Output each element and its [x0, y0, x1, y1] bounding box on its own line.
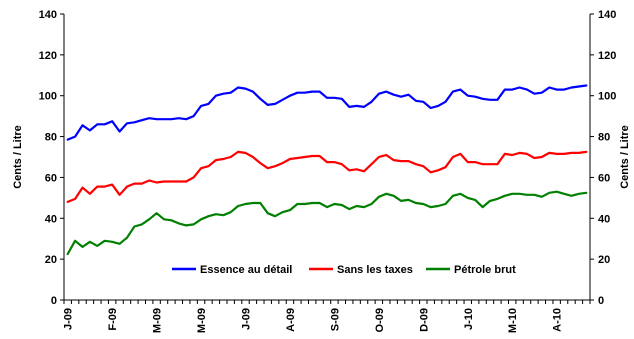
y-tick-label-left: 120 [39, 50, 57, 62]
x-tick-label: D-09 [418, 308, 430, 332]
x-tick-label: M-09 [196, 308, 208, 333]
y-tick-label-right: 140 [598, 9, 616, 21]
y-axis-left: 0 20 40 60 80 100 120 140 [39, 9, 64, 307]
x-tick-label: A-09 [285, 308, 297, 332]
legend-item-petrole: Pétrole brut [426, 264, 516, 276]
series-line-0 [66, 84, 588, 141]
y-tick-label-right: 60 [598, 172, 610, 184]
y-axis-right: 0 20 40 60 80 100 120 140 [590, 9, 616, 307]
y-tick-label-right: 0 [598, 295, 604, 307]
y-tick-label-left: 0 [51, 295, 57, 307]
plot-frame [63, 14, 591, 301]
legend-label-petrole: Pétrole brut [454, 264, 516, 276]
y-tick-label-left: 80 [45, 132, 57, 144]
y-tick-label-left: 40 [45, 213, 57, 225]
legend-item-sans-taxes: Sans les taxes [309, 264, 413, 276]
x-tick-label: J-09 [241, 308, 253, 330]
legend-label-essence: Essence au détail [200, 264, 292, 276]
x-tick-label: J-10 [463, 308, 475, 330]
y-axis-label-right: Cents / Litre [619, 125, 631, 189]
x-tick-label: M-09 [152, 308, 164, 333]
y-tick-label-right: 40 [598, 213, 610, 225]
legend-label-sans-taxes: Sans les taxes [337, 264, 413, 276]
x-tick-label: J-09 [63, 308, 75, 330]
y-tick-label-left: 140 [39, 9, 57, 21]
x-tick-label: O-09 [374, 308, 386, 332]
series-line-2 [66, 190, 588, 256]
x-tick-label: A-10 [552, 308, 564, 332]
y-tick-label-left: 60 [45, 172, 57, 184]
series-lines [66, 84, 588, 256]
x-tick-label: M-10 [507, 308, 519, 333]
y-tick-label-right: 100 [598, 91, 616, 103]
y-axis-label-left: Cents / Litre [12, 125, 24, 189]
y-tick-label-right: 20 [598, 254, 610, 266]
legend-item-essence: Essence au détail [172, 264, 292, 276]
y-tick-label-left: 20 [45, 254, 57, 266]
x-tick-label: S-09 [329, 308, 341, 331]
series-line-1 [66, 150, 588, 203]
y-tick-label-right: 120 [598, 50, 616, 62]
y-tick-label-right: 80 [598, 132, 610, 144]
x-tick-label: F-09 [107, 308, 119, 331]
legend: Essence au détail Sans les taxes Pétrole… [172, 264, 516, 276]
y-tick-label-left: 100 [39, 91, 57, 103]
x-axis: J-09 F-09 M-09 M-09 J-09 A-09 S-09 O-09 D-09 J-10… [63, 300, 591, 333]
